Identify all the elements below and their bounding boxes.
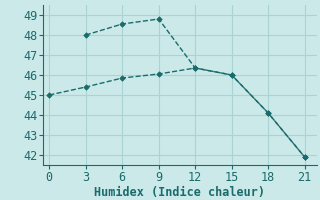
X-axis label: Humidex (Indice chaleur): Humidex (Indice chaleur) bbox=[94, 186, 266, 199]
